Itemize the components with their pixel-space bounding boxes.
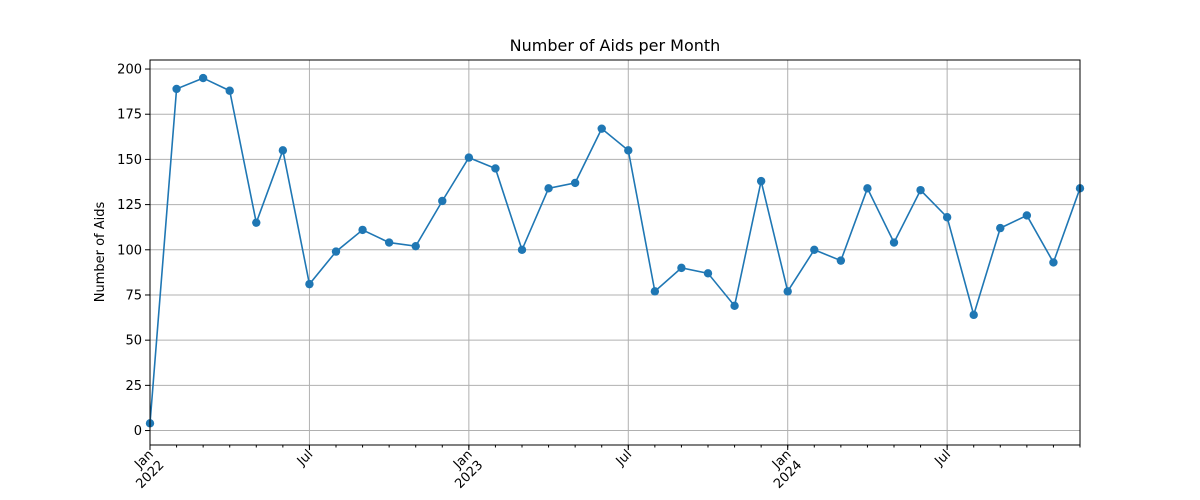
data-point xyxy=(331,247,341,256)
data-point xyxy=(942,213,952,222)
x-tick-label: Jul xyxy=(932,447,954,469)
data-point xyxy=(996,223,1005,233)
y-tick-label: 25 xyxy=(125,379,142,394)
data-series xyxy=(145,73,1085,428)
data-point xyxy=(252,218,261,227)
data-point xyxy=(810,245,819,254)
data-point xyxy=(172,84,181,94)
x-tick-label: Jan2023 xyxy=(442,447,487,492)
x-tick-label-line: Jul xyxy=(613,447,635,469)
data-point xyxy=(570,178,580,188)
data-point xyxy=(783,287,792,296)
y-tick-label: 0 xyxy=(134,424,142,439)
data-point xyxy=(703,269,713,278)
y-tick-label: 100 xyxy=(117,243,142,258)
data-point xyxy=(969,310,978,320)
data-point xyxy=(278,146,288,155)
y-tick-label: 175 xyxy=(117,108,142,123)
data-point xyxy=(624,146,633,155)
y-tick-label: 75 xyxy=(125,288,142,303)
data-point xyxy=(677,263,686,273)
data-point xyxy=(836,256,846,265)
y-tick-label: 200 xyxy=(117,63,142,78)
data-point xyxy=(411,241,420,251)
data-point xyxy=(358,225,367,235)
data-point xyxy=(1022,211,1032,220)
x-tick-label-line: Jul xyxy=(294,447,316,469)
data-point xyxy=(384,238,394,247)
x-tick-label-line: Jul xyxy=(932,447,954,469)
data-point xyxy=(305,279,314,289)
y-tick-label: 150 xyxy=(117,153,142,168)
data-point xyxy=(464,153,474,162)
x-tick-label: Jul xyxy=(294,447,316,469)
grid-lines xyxy=(149,60,1080,445)
data-point xyxy=(889,238,899,247)
chart-title: Number of Aids per Month xyxy=(510,36,721,55)
y-axis-ticks: 0 25 50 75 100 125 150 175 200 xyxy=(117,63,150,439)
data-point xyxy=(650,287,660,296)
data-point xyxy=(916,185,925,195)
data-point xyxy=(517,245,527,254)
y-axis-label: Number of Aids xyxy=(93,201,108,302)
series-line xyxy=(149,77,1081,424)
plot-frame xyxy=(149,59,1081,446)
data-point xyxy=(491,164,500,173)
data-point xyxy=(730,301,739,311)
data-point xyxy=(1049,258,1058,267)
data-point xyxy=(438,196,447,206)
y-tick-label: 125 xyxy=(117,198,142,213)
data-point xyxy=(544,184,553,193)
y-tick-label: 50 xyxy=(125,334,142,349)
x-axis-ticks: Jan2022 Jul Jan2023 Jul Jan2024 Jul xyxy=(123,445,1081,492)
data-point xyxy=(198,73,208,83)
data-point xyxy=(597,124,606,133)
x-tick-label: Jan2022 xyxy=(123,447,168,492)
data-point xyxy=(225,86,234,95)
data-point xyxy=(756,176,766,186)
data-point xyxy=(863,184,872,193)
x-tick-label: Jan2024 xyxy=(761,447,806,492)
x-tick-label: Jul xyxy=(613,447,635,469)
